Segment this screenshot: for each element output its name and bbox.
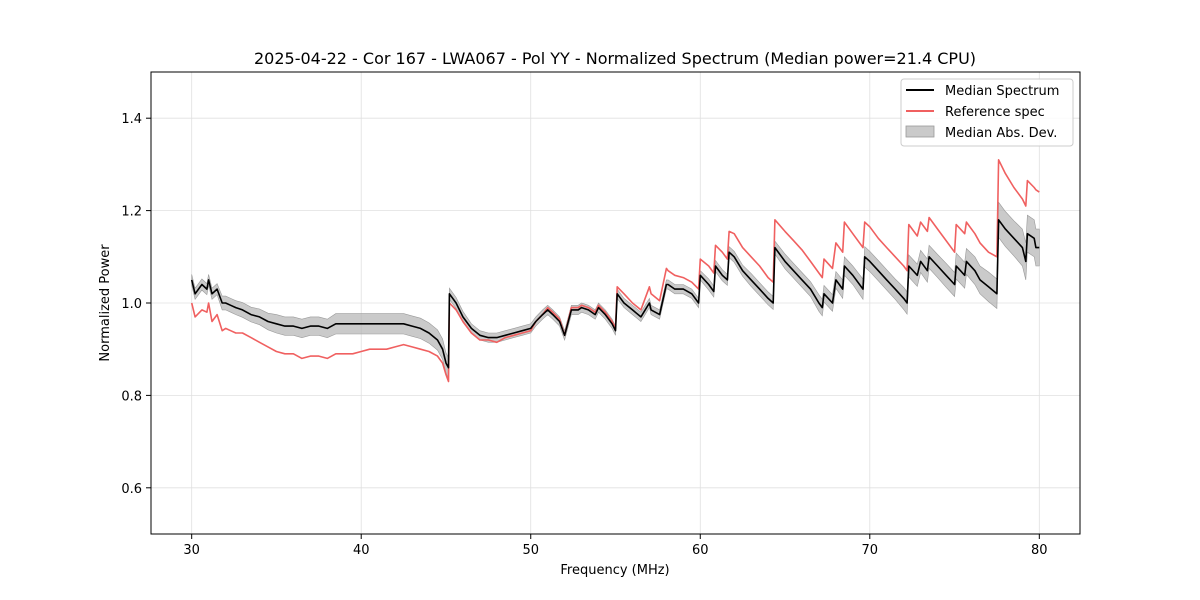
x-tick-label: 30 [183,543,200,558]
median-spectrum-line [190,219,1040,369]
y-tick-label: 0.8 [121,389,142,404]
x-tick-label: 50 [522,543,539,558]
legend-median-label: Median Spectrum [945,84,1059,99]
y-axis-label: Normalized Power [98,244,113,362]
x-axis-label: Frequency (MHz) [560,563,669,578]
y-tick-label: 1.4 [121,112,142,127]
reference-spectrum-line [190,159,1040,383]
y-tick-label: 0.6 [121,482,142,497]
chart-title: 2025-04-22 - Cor 167 - LWA067 - Pol YY -… [254,49,976,68]
y-tick-label: 1.2 [121,205,142,220]
series-layer [190,159,1040,383]
legend-reference-label: Reference spec [945,105,1045,120]
x-tick-label: 40 [353,543,370,558]
legend-box [900,78,1074,147]
grid [151,72,1080,534]
ticks: 30 40 50 60 70 80 0.6 0.8 1.0 1.2 1.4 [121,112,1047,558]
legend-band-label: Median Abs. Dev. [945,126,1057,141]
x-tick-label: 70 [862,543,879,558]
legend: Median Spectrum Reference spec Median Ab… [900,78,1074,147]
legend-band-swatch [905,125,935,138]
x-tick-label: 60 [692,543,709,558]
y-tick-label: 1.0 [121,297,142,312]
x-tick-label: 80 [1031,543,1048,558]
